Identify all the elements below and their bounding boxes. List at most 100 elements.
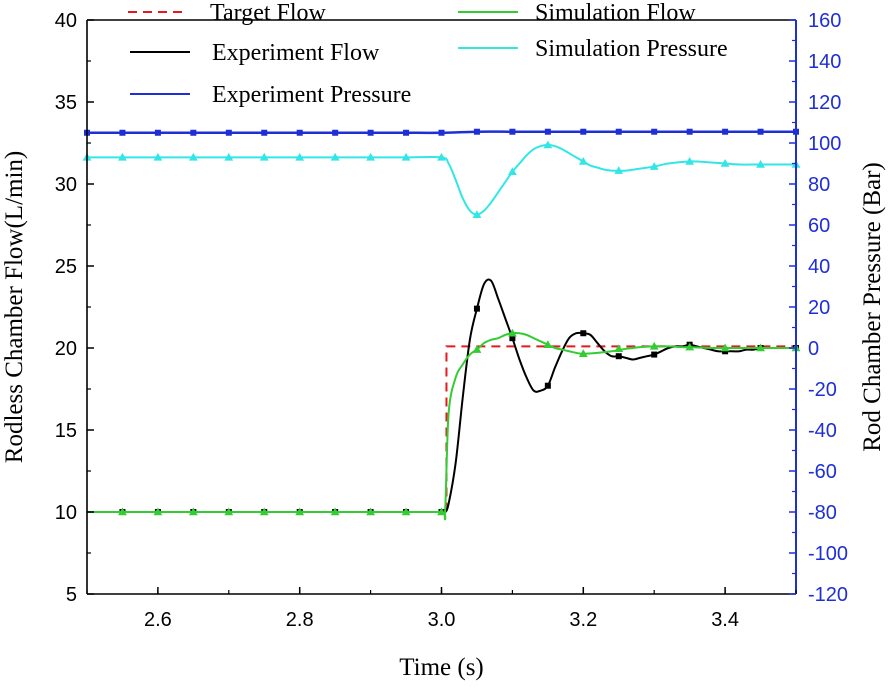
legend-label: Experiment Flow	[212, 40, 380, 66]
plot-area	[82, 128, 801, 521]
y-right-tick-label: 100	[808, 133, 841, 155]
y-axis-left-title: Rodless Chamber Flow(L/min)	[1, 151, 28, 463]
data-point-experiment-flow	[544, 382, 551, 389]
data-point-simulation-flow	[401, 507, 411, 516]
data-point-simulation-flow	[614, 344, 624, 353]
data-point-experiment-flow	[473, 305, 480, 312]
y-right-tick-label: 40	[808, 256, 830, 278]
data-point-simulation-flow	[437, 507, 446, 516]
data-point-experiment-pressure	[544, 128, 551, 135]
data-point-simulation-flow	[224, 507, 234, 516]
data-point-experiment-pressure	[296, 129, 303, 136]
data-point-simulation-flow	[649, 341, 659, 350]
data-point-simulation-flow	[756, 343, 765, 352]
data-point-simulation-flow	[366, 507, 375, 516]
data-point-experiment-pressure	[757, 128, 764, 135]
data-point-simulation-pressure	[472, 210, 482, 218]
y-left-tick-label: 25	[55, 256, 77, 278]
data-point-experiment-pressure	[473, 128, 480, 135]
data-point-experiment-pressure	[686, 128, 693, 135]
data-point-experiment-flow	[651, 351, 658, 358]
data-point-simulation-pressure	[756, 160, 765, 168]
legend-label: Simulation Pressure	[535, 36, 728, 62]
x-axis-title: Time (s)	[399, 654, 484, 681]
y-left-tick-label: 15	[55, 420, 77, 442]
y-left-tick-label: 40	[55, 10, 77, 32]
x-tick-label: 2.6	[144, 609, 172, 631]
data-point-simulation-pressure	[437, 152, 446, 161]
series-experiment-flow	[86, 278, 799, 515]
data-point-simulation-flow	[508, 328, 517, 337]
data-point-simulation-pressure	[188, 152, 198, 161]
y-left-tick-label: 35	[55, 92, 77, 114]
y-right-tick-label: 120	[808, 92, 841, 114]
y-left-tick-label: 10	[55, 502, 77, 524]
data-point-simulation-flow	[472, 345, 482, 353]
data-point-experiment-pressure	[367, 129, 374, 136]
data-point-experiment-flow	[509, 335, 516, 342]
series-line-target-flow	[87, 345, 796, 513]
data-point-experiment-pressure	[332, 129, 339, 136]
data-point-simulation-pressure	[259, 152, 269, 161]
legend-item-simulation-flow: Simulation Flow	[458, 0, 696, 26]
x-tick-label: 3.2	[569, 609, 597, 631]
y-left-tick-label: 5	[66, 584, 77, 606]
legend-item-experiment-flow: Experiment Flow	[130, 40, 380, 66]
data-point-experiment-flow	[615, 353, 622, 360]
data-point-simulation-pressure	[649, 162, 659, 170]
series-line-simulation-flow	[86, 332, 796, 521]
legend-item-target-flow: Target Flow	[128, 0, 327, 26]
data-point-experiment-pressure	[580, 128, 587, 135]
x-tick-label: 2.8	[286, 609, 314, 631]
data-point-experiment-pressure	[119, 129, 126, 136]
data-point-simulation-pressure	[685, 156, 695, 165]
y-right-tick-label: 60	[808, 215, 830, 237]
data-point-simulation-pressure	[153, 152, 163, 161]
legend: Target Flow Simulation Flow Experiment Flo…	[128, 0, 728, 108]
series-experiment-pressure	[84, 128, 799, 136]
y-right-tick-label: 160	[808, 10, 841, 32]
y-right-tick-label: -20	[808, 379, 837, 401]
y-right-tick-label: -60	[808, 461, 837, 483]
data-point-experiment-pressure	[190, 129, 197, 136]
data-point-simulation-pressure	[614, 166, 624, 174]
series-line-simulation-pressure	[87, 144, 796, 216]
data-point-experiment-pressure	[225, 129, 232, 136]
data-point-simulation-flow	[118, 507, 127, 516]
data-point-simulation-flow	[295, 507, 305, 516]
data-point-simulation-flow	[578, 349, 588, 357]
y-right-tick-label: -120	[808, 584, 848, 606]
data-point-experiment-pressure	[615, 128, 622, 135]
data-point-experiment-flow	[580, 330, 587, 337]
y-right-tick-label: 140	[808, 51, 841, 73]
y-right-tick-label: 80	[808, 174, 830, 196]
series-line-experiment-flow	[86, 278, 796, 514]
legend-label: Simulation Flow	[535, 0, 696, 26]
legend-label: Target Flow	[210, 0, 327, 26]
data-point-experiment-pressure	[438, 129, 445, 136]
y-right-tick-label: -40	[808, 420, 837, 442]
data-point-experiment-pressure	[403, 129, 410, 136]
data-point-experiment-flow	[722, 348, 729, 355]
data-point-simulation-pressure	[578, 156, 588, 165]
data-point-simulation-pressure	[366, 152, 375, 161]
series-simulation-pressure	[82, 140, 801, 218]
data-point-simulation-pressure	[720, 159, 730, 167]
data-point-simulation-flow	[330, 507, 340, 516]
x-tick-label: 3.4	[711, 609, 739, 631]
data-point-simulation-pressure	[508, 167, 517, 175]
y-right-tick-label: 20	[808, 297, 830, 319]
data-point-simulation-pressure	[543, 140, 553, 149]
legend-item-simulation-pressure: Simulation Pressure	[458, 36, 728, 62]
legend-label: Experiment Pressure	[212, 82, 411, 108]
data-point-simulation-flow	[720, 343, 730, 352]
series-target-flow	[87, 345, 796, 513]
y-left-tick-label: 30	[55, 174, 77, 196]
x-tick-label: 3.0	[428, 609, 456, 631]
data-point-simulation-flow	[259, 507, 269, 516]
y-left-tick-label: 20	[55, 338, 77, 360]
data-point-simulation-pressure	[295, 152, 305, 161]
data-point-simulation-pressure	[330, 152, 340, 161]
data-point-experiment-pressure	[722, 128, 729, 135]
